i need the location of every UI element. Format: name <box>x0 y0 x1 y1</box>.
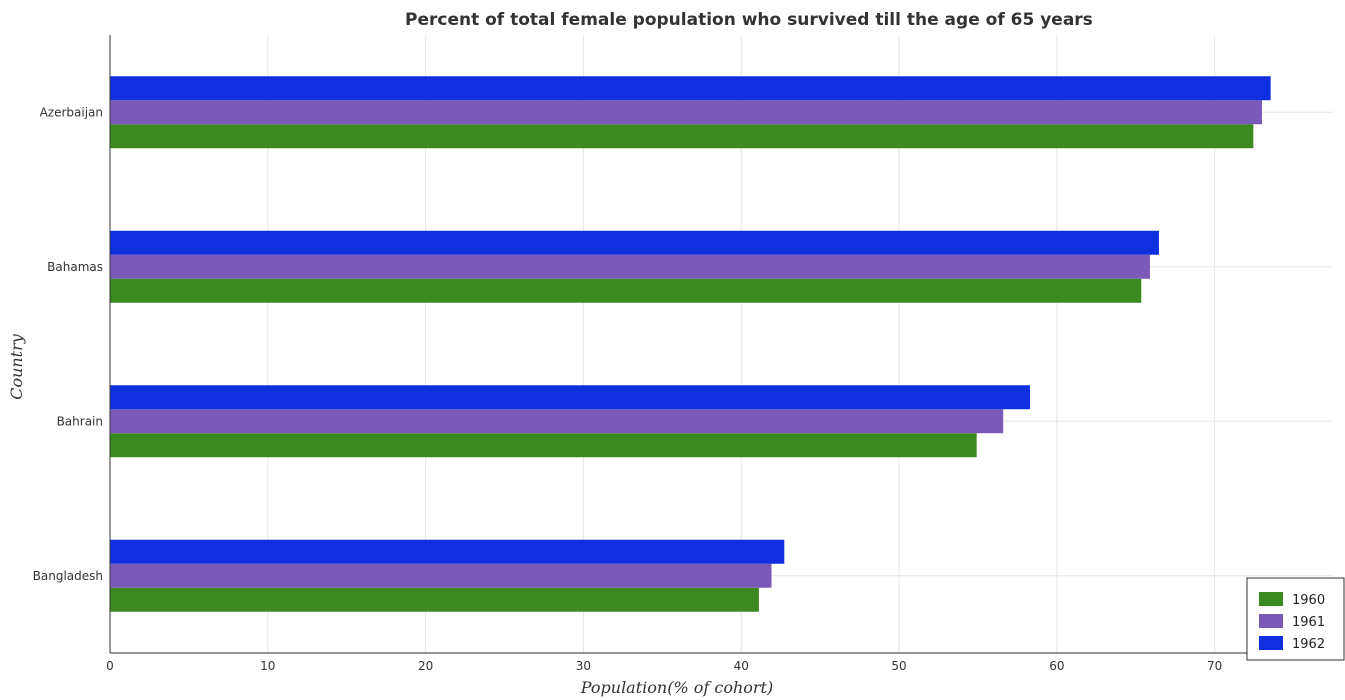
y-axis-label: Country <box>7 333 26 400</box>
bar-1960 <box>110 278 1142 303</box>
bar-1961 <box>110 409 1004 434</box>
legend-swatch <box>1259 592 1283 606</box>
bar-1961 <box>110 563 772 588</box>
y-tick-label: Bangladesh <box>33 569 103 583</box>
y-tick-label: Bahrain <box>57 414 103 428</box>
bar-1962 <box>110 76 1271 101</box>
bar-1962 <box>110 539 785 564</box>
bar-1962 <box>110 230 1159 255</box>
x-tick-label: 20 <box>418 659 433 673</box>
bar-1960 <box>110 124 1254 149</box>
bar-1961 <box>110 100 1262 125</box>
y-tick-label: Bahamas <box>47 260 103 274</box>
x-tick-label: 40 <box>734 659 749 673</box>
legend-label: 1960 <box>1292 593 1325 608</box>
legend-swatch <box>1259 636 1283 650</box>
x-axis-label: Population(% of cohort) <box>580 678 773 697</box>
y-tick-label: Azerbaijan <box>40 105 103 119</box>
legend-label: 1962 <box>1292 637 1325 652</box>
x-tick-label: 60 <box>1049 659 1064 673</box>
bar-1961 <box>110 254 1150 279</box>
legend: 1960 1961 1962 <box>1246 577 1345 661</box>
plot-area: 0 10 20 30 40 50 60 70 Azerbaijan Bahamas Bahrain B… <box>33 35 1333 673</box>
x-tick-label: 50 <box>891 659 906 673</box>
x-tick-label: 0 <box>106 659 114 673</box>
x-tick-label: 70 <box>1207 659 1222 673</box>
x-tick-label: 30 <box>576 659 591 673</box>
x-tick-label: 10 <box>260 659 275 673</box>
bar-1960 <box>110 587 759 612</box>
legend-swatch <box>1259 614 1283 628</box>
legend-label: 1961 <box>1292 615 1325 630</box>
chart-title: Percent of total female population who s… <box>405 10 1093 30</box>
bar-1962 <box>110 385 1031 410</box>
bar-1960 <box>110 433 977 458</box>
